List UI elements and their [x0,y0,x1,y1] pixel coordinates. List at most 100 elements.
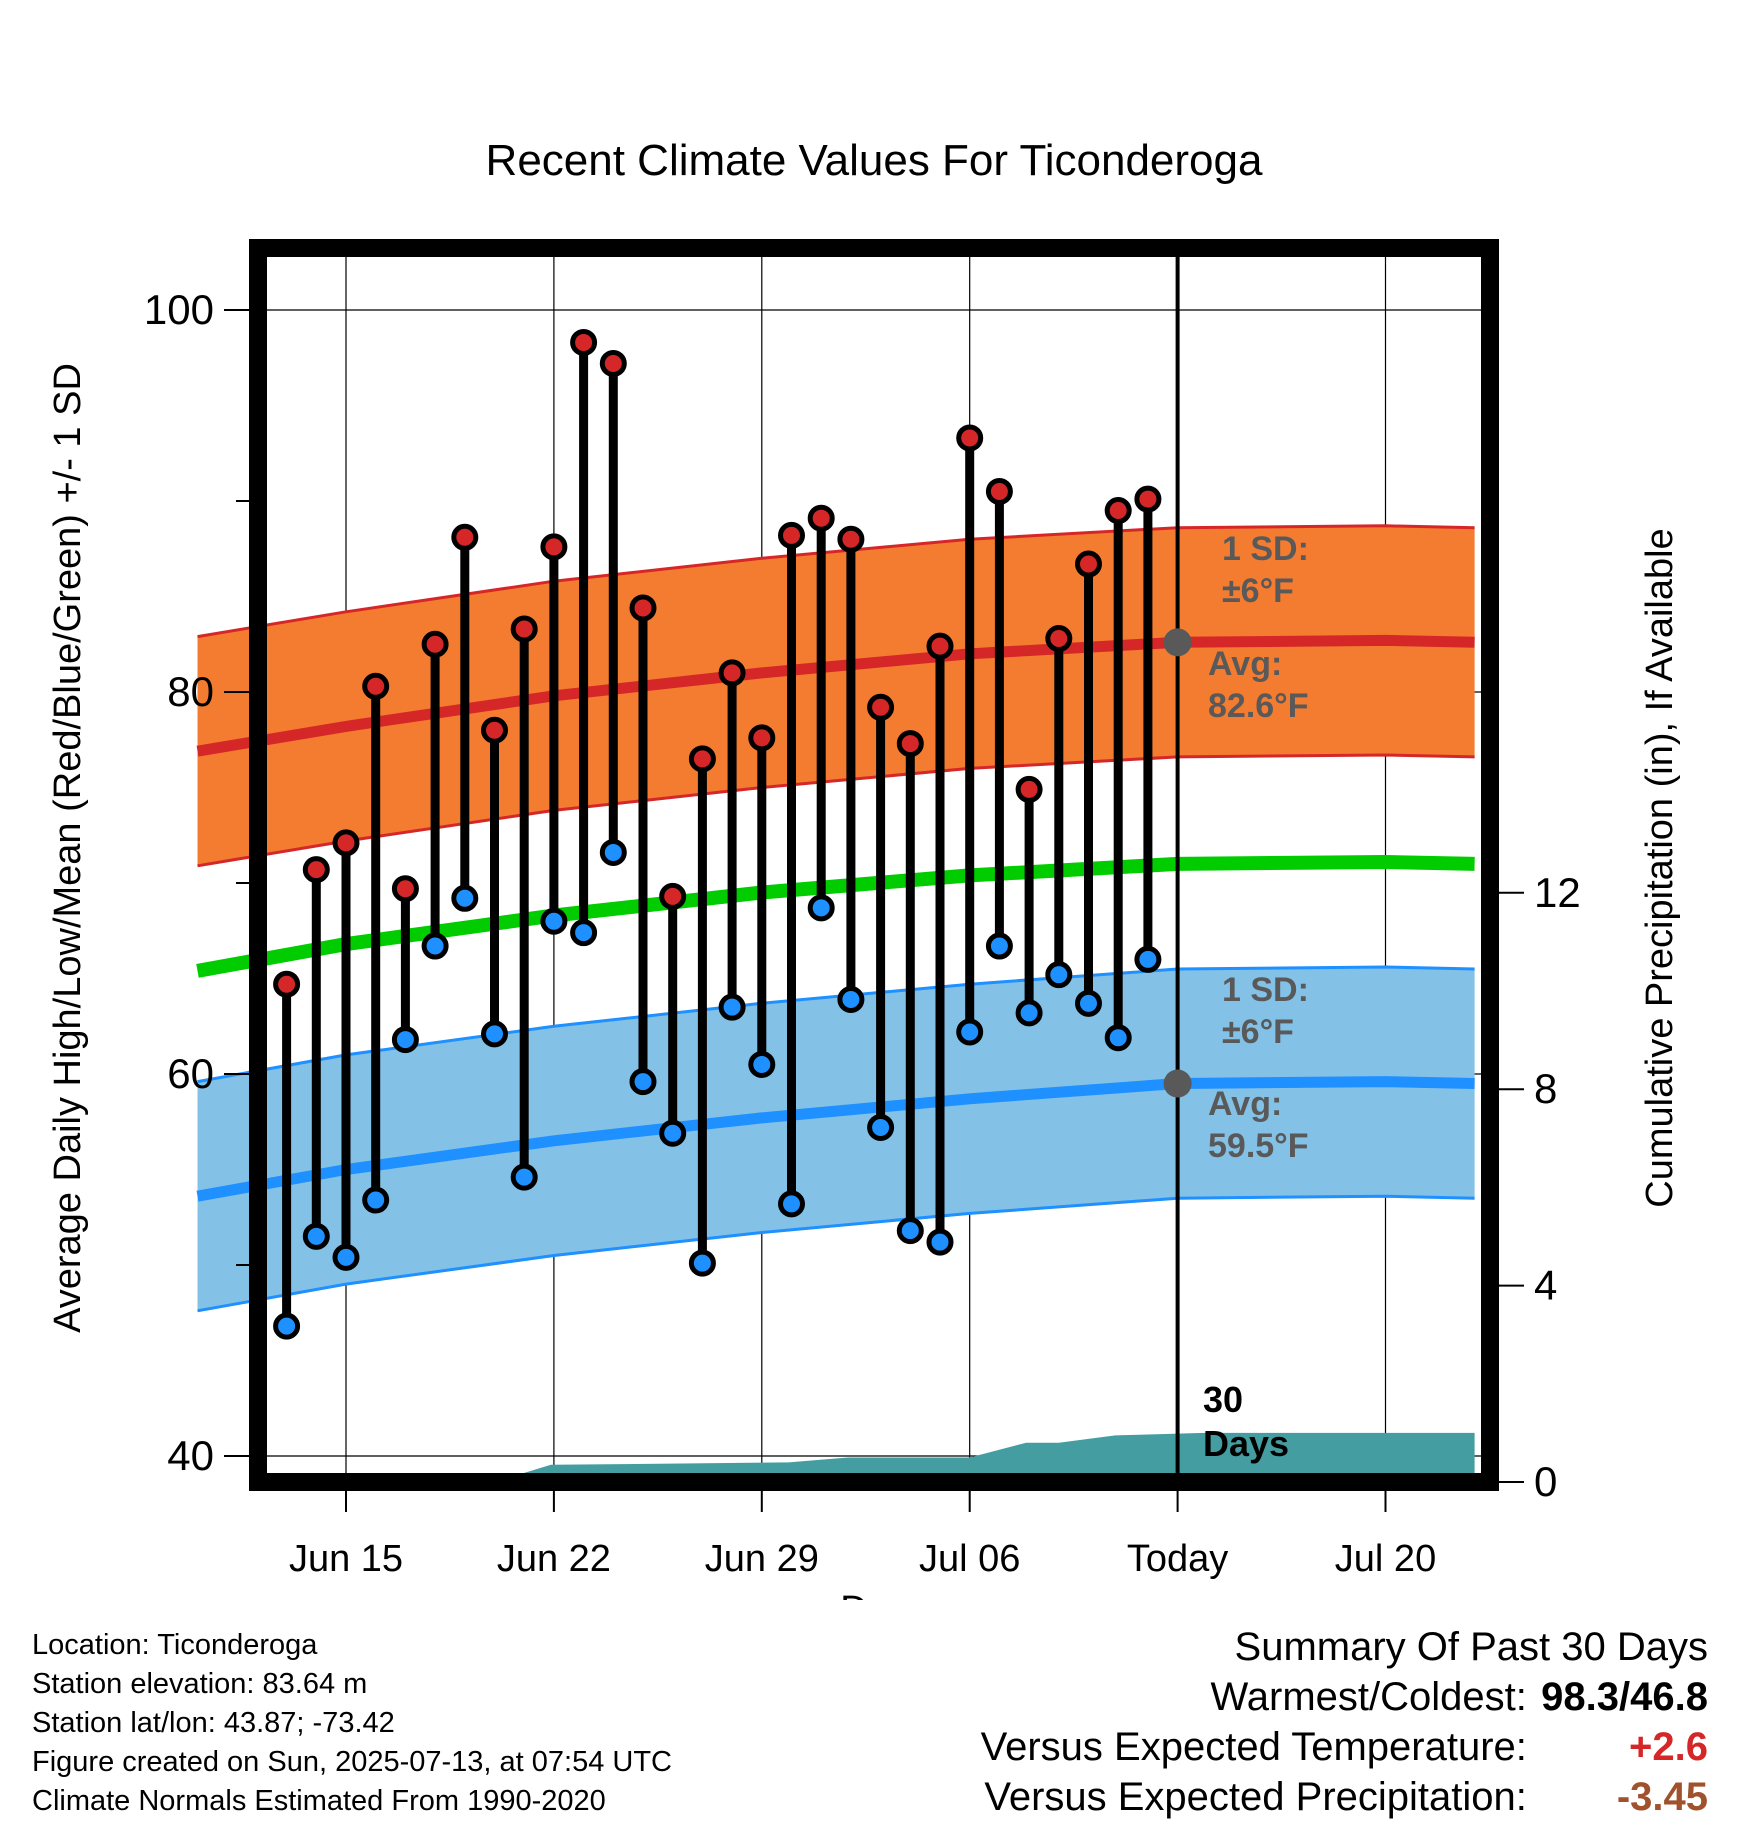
y-left-tick-label: 80 [167,668,214,715]
low-point [421,932,449,960]
station-info: Location: Ticonderoga Station elevation:… [32,1626,672,1821]
avg-mean-line [196,854,1475,978]
day-observation [510,615,538,1191]
days-annotation: 30 Days [1203,1379,1289,1464]
day-observation [599,349,627,866]
day-observation [451,523,479,912]
low-point [302,1222,330,1250]
y-right-tick-label: 4 [1534,1262,1557,1309]
avg-low-line [196,1076,1475,1202]
high-point [926,632,954,660]
high-sd-annotation: 1 SD: ±6°F [1222,530,1309,610]
high-point [1045,625,1073,653]
day-observation [659,882,687,1147]
low-point [273,1312,301,1340]
daily-observations [273,248,1180,1482]
avg-high-line [196,634,1475,757]
high-point [807,504,835,532]
annotations: 1 SD: ±6°F Avg: 82.6°F 1 SD: ±6°F Avg: 59.5°F 30… [1163,530,1309,1464]
high-point [481,716,508,744]
low-point [1104,1024,1132,1052]
day-observation [926,632,954,1256]
today-avg-high-marker [1163,628,1192,657]
low-point [1075,989,1102,1017]
day-observation [896,730,924,1245]
x-tick-label: Jun 22 [497,1538,611,1580]
day-observation [391,875,419,1054]
precip-value: -3.45 [1616,1775,1708,1819]
high-point [421,630,449,658]
axes: Jun 15 Jun 22 Jun 29 Jul 06 Today Jul 2040608… [144,239,1581,1580]
high-point [659,882,687,910]
x-tick-label: Jul 06 [919,1538,1020,1580]
high-point [332,829,360,857]
high-point [540,533,568,561]
low-point [956,1018,984,1046]
y-right-tick-label: 0 [1534,1458,1557,1505]
low-sd-band [197,967,1475,1311]
day-observation [302,856,330,1250]
low-sd-annotation: 1 SD: ±6°F [1222,971,1309,1051]
summary-panel: Summary Of Past 30 Days Warmest/Coldest:… [981,1622,1708,1822]
day-observation [867,693,895,1141]
low-point [807,894,835,922]
low-point [896,1217,924,1245]
low-point [332,1243,360,1271]
x-tick-label: Jul 20 [1335,1538,1436,1580]
low-point [985,932,1013,960]
high-point [273,970,301,998]
x-tick-label: Today [1127,1538,1228,1580]
low-point [481,1020,508,1048]
high-avg-annotation: Avg: 82.6°F [1208,645,1309,725]
day-observation [807,504,835,922]
day-observation [421,630,449,960]
high-point [391,875,419,903]
precip-label: Versus Expected Precipitation: [984,1775,1527,1819]
y-left-tick-label: 100 [144,286,214,333]
y-right-tick-label: 8 [1534,1065,1557,1112]
high-point [837,525,865,553]
climate-chart: Recent Climate Values For Ticonderoga 1 … [47,136,1681,1600]
high-point [362,672,390,700]
low-point [540,907,568,935]
day-observation [362,672,390,1214]
low-point [629,1068,657,1096]
high-point [570,328,598,356]
y-right-tick-label: 12 [1534,869,1581,916]
elevation-text: Station elevation: 83.64 m [32,1668,368,1700]
y-axis-right-label: Cumulative Precipitation (in), If Availa… [1639,528,1681,1207]
low-sd-lower-edge [197,1194,1475,1313]
day-observation [837,525,865,1014]
day-observation [629,594,657,1096]
low-point [1134,945,1162,973]
low-point [659,1119,687,1147]
high-point [985,477,1013,505]
latlon-text: Station lat/lon: 43.87; -73.42 [32,1707,395,1739]
high-point [956,424,984,452]
low-sd-upper-edge [197,965,1475,1084]
day-observation [1045,625,1073,989]
created-text: Figure created on Sun, 2025-07-13, at 07… [32,1746,672,1778]
day-observation [1134,485,1162,973]
chart-title: Recent Climate Values For Ticonderoga [486,136,1263,185]
day-observation [688,745,716,1277]
low-point [362,1186,390,1214]
high-point [1134,485,1162,513]
low-point [391,1026,419,1054]
low-point [1015,999,1043,1027]
precip-cumulative-area [197,1432,1475,1482]
high-point [599,349,627,377]
day-observation [1075,550,1102,1017]
day-observation [481,716,508,1048]
high-sd-band [197,525,1475,866]
temp-row: Versus Expected Temperature: +2.6 [981,1722,1708,1772]
low-point [451,884,479,912]
day-observation [778,521,805,1218]
day-observation [956,424,984,1046]
day-observation [1015,775,1043,1027]
y-axis-left-label: Average Daily High/Low/Mean (Red/Blue/Gr… [47,363,89,1333]
high-point [778,521,805,549]
x-tick-label: Jun 15 [289,1538,403,1580]
y-left-tick-label: 60 [167,1050,214,1097]
low-point [570,919,598,947]
